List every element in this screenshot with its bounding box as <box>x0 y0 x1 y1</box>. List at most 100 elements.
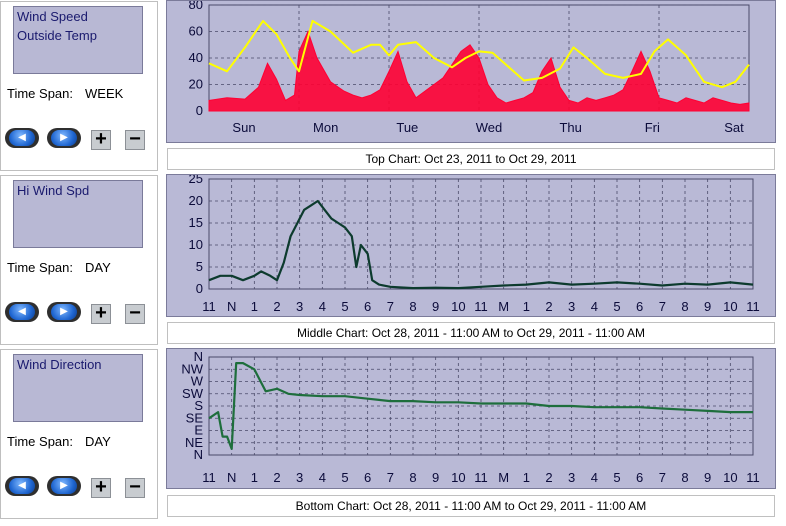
arrow-right-icon: ▶ <box>51 304 77 320</box>
x-tick-label: Fri <box>645 120 660 135</box>
x-tick-label: 11 <box>474 299 488 314</box>
x-tick-label: 7 <box>387 470 394 485</box>
x-tick-label: 3 <box>568 470 575 485</box>
series-selector-bottom[interactable]: Wind Direction <box>13 354 143 422</box>
time-span: Time Span: WEEK <box>7 86 123 101</box>
x-tick-label: 11 <box>746 299 760 314</box>
x-tick-label: 5 <box>613 470 620 485</box>
panel-bottom: Wind Direction Time Span: DAY ◀ ▶ + − <box>0 349 158 519</box>
x-tick-label: 2 <box>273 299 280 314</box>
y-tick-label: 20 <box>189 77 203 92</box>
x-tick-label: 11 <box>474 470 488 485</box>
x-tick-label: 10 <box>723 299 737 314</box>
x-tick-label: 4 <box>319 299 326 314</box>
series-selector-top[interactable]: Wind Speed Outside Temp <box>13 6 143 74</box>
zoom-in-button[interactable]: + <box>91 477 111 498</box>
x-tick-label: 11 <box>202 470 216 485</box>
middle-chart-caption: Middle Chart: Oct 28, 2011 - 11:00 AM to… <box>167 322 775 344</box>
zoom-in-button[interactable]: + <box>91 303 111 324</box>
series-outside-temp <box>208 19 750 89</box>
time-span-label: Time Span: <box>7 260 73 275</box>
arrow-left-icon: ◀ <box>9 304 35 320</box>
time-span-label: Time Span: <box>7 86 73 101</box>
y-tick-label: 40 <box>189 50 203 65</box>
y-tick-label: 5 <box>196 259 203 274</box>
x-tick-label: 9 <box>704 470 711 485</box>
x-tick-label: 2 <box>545 470 552 485</box>
x-tick-label: 1 <box>251 470 258 485</box>
x-tick-label: 7 <box>659 299 666 314</box>
top-chart[interactable]: 80 60 40 20 0 Sun Mon Tue Wed Thu Fri Sat <box>166 0 776 143</box>
x-tick-label: 4 <box>591 470 598 485</box>
y-tick-label: 15 <box>189 215 203 230</box>
x-tick-label: 5 <box>341 299 348 314</box>
top-chart-caption: Top Chart: Oct 23, 2011 to Oct 29, 2011 <box>167 148 775 170</box>
bottom-chart-caption: Bottom Chart: Oct 28, 2011 - 11:00 AM to… <box>167 495 775 517</box>
y-tick-label: N <box>194 349 203 364</box>
arrow-left-icon: ◀ <box>9 478 35 494</box>
arrow-left-icon: ◀ <box>9 130 35 146</box>
y-tick-label: 0 <box>196 103 203 118</box>
arrow-right-icon: ▶ <box>51 478 77 494</box>
arrow-right-icon: ▶ <box>51 130 77 146</box>
x-tick-label: 5 <box>341 470 348 485</box>
next-button[interactable]: ▶ <box>47 128 81 148</box>
series-wind-speed <box>208 30 750 112</box>
y-tick-label: 25 <box>189 175 203 186</box>
series-wind-direction <box>208 362 753 450</box>
x-tick-label: 10 <box>451 299 465 314</box>
zoom-out-button[interactable]: − <box>125 477 145 498</box>
x-tick-label: M <box>498 299 509 314</box>
x-tick-label: 4 <box>591 299 598 314</box>
x-tick-label: N <box>227 470 236 485</box>
series-selector-middle[interactable]: Hi Wind Spd <box>13 180 143 248</box>
prev-button[interactable]: ◀ <box>5 476 39 496</box>
zoom-in-button[interactable]: + <box>91 129 111 150</box>
y-tick-label: 20 <box>189 193 203 208</box>
middle-chart[interactable]: 25 20 15 10 5 0 11 N 1 2 3 4 5 6 7 8 9 10 11 M 1 2 3 4 5 6 7 8 9 10 11 <box>166 174 776 317</box>
y-tick-label: S <box>194 398 203 413</box>
x-tick-label: 8 <box>681 470 688 485</box>
next-button[interactable]: ▶ <box>47 476 81 496</box>
y-tick-label: E <box>194 423 203 438</box>
y-tick-label: 80 <box>189 1 203 12</box>
x-tick-label: 5 <box>613 299 620 314</box>
x-tick-label: 6 <box>364 299 371 314</box>
x-tick-label: 9 <box>704 299 711 314</box>
x-tick-label: 1 <box>523 299 530 314</box>
time-span-label: Time Span: <box>7 434 73 449</box>
time-span-value: DAY <box>85 260 111 275</box>
panel-top: Wind Speed Outside Temp Time Span: WEEK ◀… <box>0 1 158 171</box>
time-span: Time Span: DAY <box>7 260 111 275</box>
selector-line: Wind Direction <box>17 357 102 372</box>
x-tick-label: 2 <box>273 470 280 485</box>
time-span-value: WEEK <box>85 86 124 101</box>
zoom-out-button[interactable]: − <box>125 303 145 324</box>
next-button[interactable]: ▶ <box>47 302 81 322</box>
x-tick-label: 3 <box>296 299 303 314</box>
prev-button[interactable]: ◀ <box>5 302 39 322</box>
x-tick-label: Tue <box>396 120 418 135</box>
x-tick-label: 3 <box>296 470 303 485</box>
y-tick-label: N <box>194 447 203 462</box>
x-tick-label: Thu <box>559 120 581 135</box>
prev-button[interactable]: ◀ <box>5 128 39 148</box>
selector-line: Outside Temp <box>17 28 97 43</box>
y-tick-label: 10 <box>189 237 203 252</box>
selector-line: Hi Wind Spd <box>17 183 90 198</box>
x-tick-label: 6 <box>636 470 643 485</box>
x-tick-label: 7 <box>659 470 666 485</box>
x-tick-label: 8 <box>409 299 416 314</box>
y-tick-label: SE <box>186 410 204 425</box>
y-tick-label: NE <box>185 435 203 450</box>
x-tick-label: 11 <box>746 470 760 485</box>
bottom-chart[interactable]: N NW W SW S SE E NE N 11 N 1 2 3 4 5 6 7 8 9 10 11 M 1 2 3 4 5 6 7 8 9 1… <box>166 348 776 489</box>
x-tick-label: N <box>227 299 236 314</box>
x-tick-label: 10 <box>723 470 737 485</box>
time-span: Time Span: DAY <box>7 434 111 449</box>
x-tick-label: 4 <box>319 470 326 485</box>
zoom-out-button[interactable]: − <box>125 129 145 150</box>
x-tick-label: M <box>498 470 509 485</box>
x-tick-label: 9 <box>432 470 439 485</box>
